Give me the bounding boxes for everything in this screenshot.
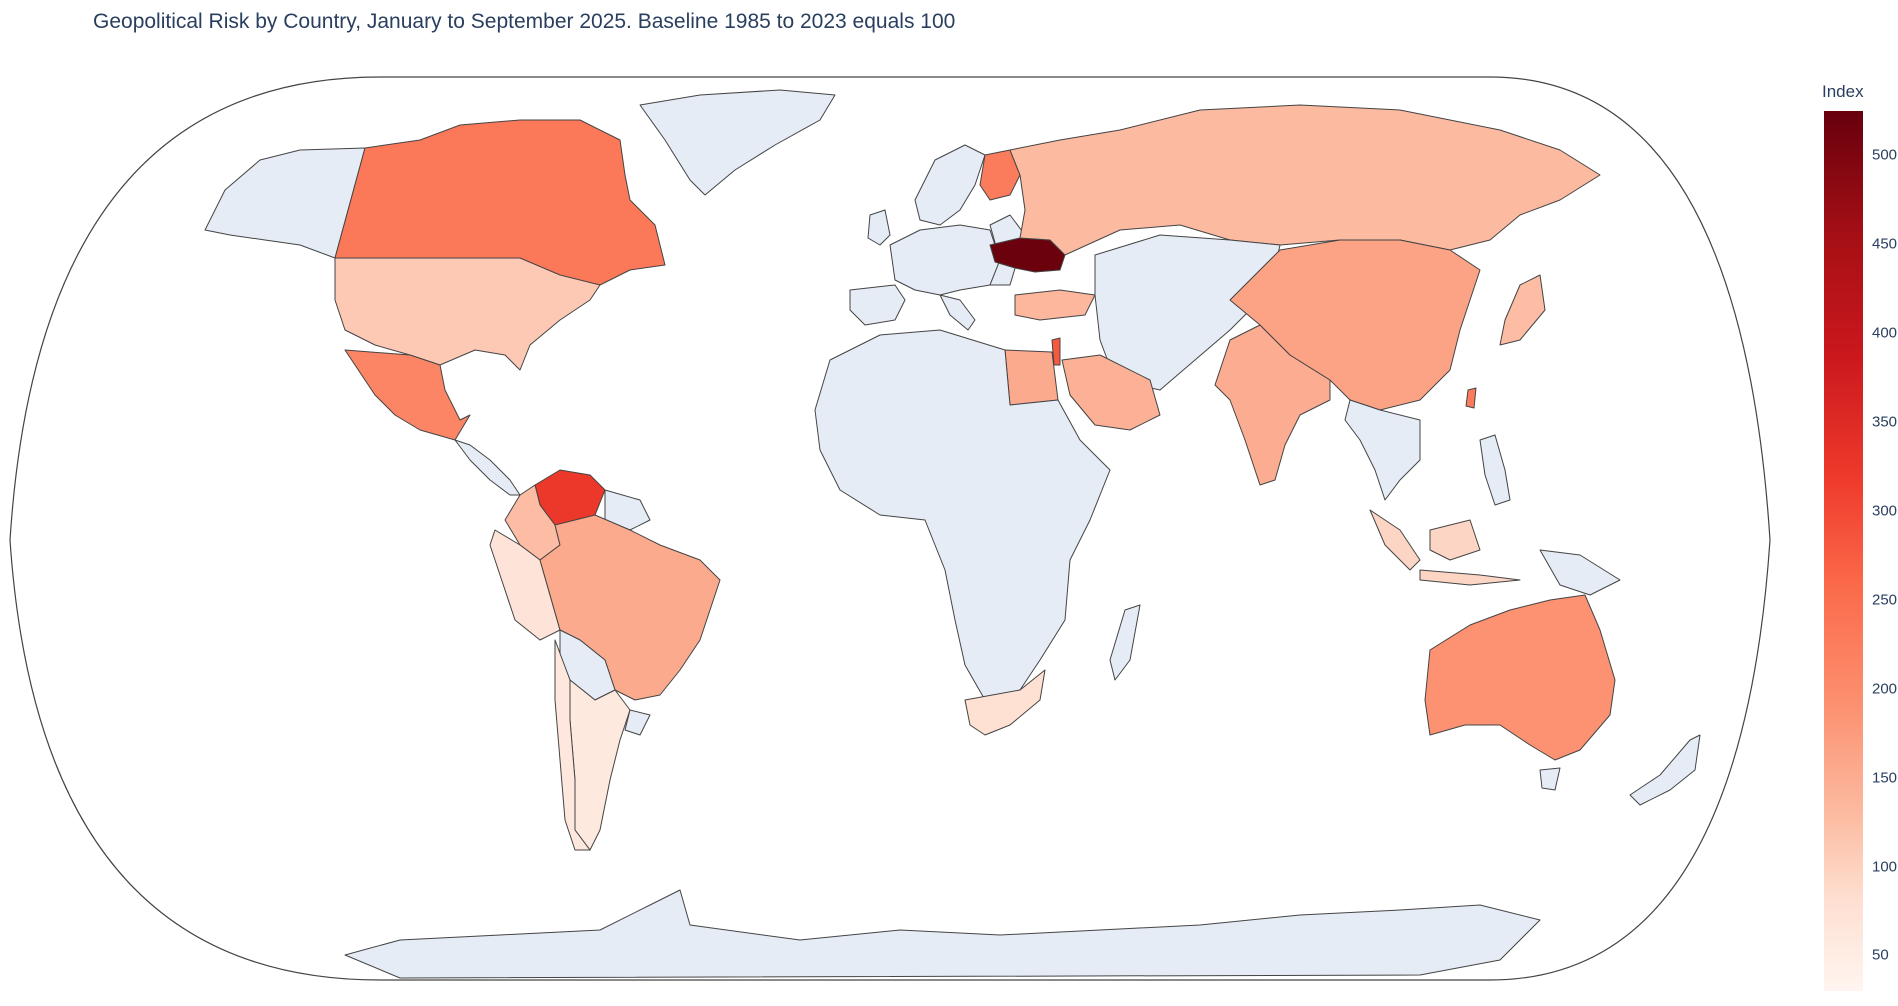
colorbar-gradient: [1824, 111, 1863, 991]
country-philippines[interactable]: [1479, 434, 1511, 506]
country-africa[interactable]: [814, 329, 1111, 701]
colorbar: Index 500 450 400 350 300 250 200 150 100 50: [1810, 82, 1898, 1002]
country-china[interactable]: [1229, 239, 1481, 411]
country-saudi-arabia[interactable]: [1061, 354, 1161, 431]
colorbar-tick-label: 450: [1872, 235, 1898, 253]
colorbar-tick-label: 250: [1872, 591, 1898, 609]
chart-title: Geopolitical Risk by Country, January to…: [93, 10, 956, 33]
colorbar-tick-label: 400: [1872, 324, 1898, 342]
country-chile[interactable]: [554, 639, 591, 851]
country-japan[interactable]: [1499, 274, 1546, 346]
colorbar-tick-label: 500: [1872, 146, 1898, 164]
country-uruguay[interactable]: [624, 709, 651, 736]
country-mexico[interactable]: [344, 349, 471, 441]
country-united-states[interactable]: [334, 257, 601, 371]
country-scandinavia[interactable]: [914, 144, 986, 226]
colorbar-tick-label: 150: [1872, 769, 1898, 787]
country-new-zealand[interactable]: [1629, 734, 1701, 806]
country-peru[interactable]: [489, 529, 561, 641]
colorbar-title: Index: [1822, 82, 1864, 101]
country-png[interactable]: [1539, 549, 1621, 596]
country-central-asia[interactable]: [1094, 234, 1281, 391]
country-iberia[interactable]: [849, 284, 906, 326]
country-brazil[interactable]: [539, 514, 721, 701]
country-israel[interactable]: [1051, 337, 1061, 366]
country-guianas[interactable]: [604, 489, 651, 531]
country-antarctica[interactable]: [344, 889, 1541, 979]
colorbar-tick-label: 200: [1872, 680, 1898, 698]
country-south-africa[interactable]: [964, 669, 1046, 736]
country-madagascar[interactable]: [1109, 604, 1141, 681]
country-turkey[interactable]: [1014, 289, 1096, 321]
country-tasmania[interactable]: [1539, 767, 1561, 791]
colorbar-tick-label: 350: [1872, 413, 1898, 431]
country-australia[interactable]: [1424, 594, 1616, 761]
colorbar-tick-label: 100: [1872, 858, 1898, 876]
country-egypt[interactable]: [1004, 349, 1059, 406]
country-italy[interactable]: [939, 294, 976, 331]
country-uk[interactable]: [867, 209, 891, 246]
country-southeast-asia[interactable]: [1344, 399, 1421, 501]
colorbar-tick-label: 300: [1872, 502, 1898, 520]
country-greenland[interactable]: [639, 89, 836, 196]
country-taiwan[interactable]: [1465, 387, 1477, 409]
country-indonesia[interactable]: [1369, 509, 1521, 586]
colorbar-tick-label: 50: [1872, 946, 1889, 964]
